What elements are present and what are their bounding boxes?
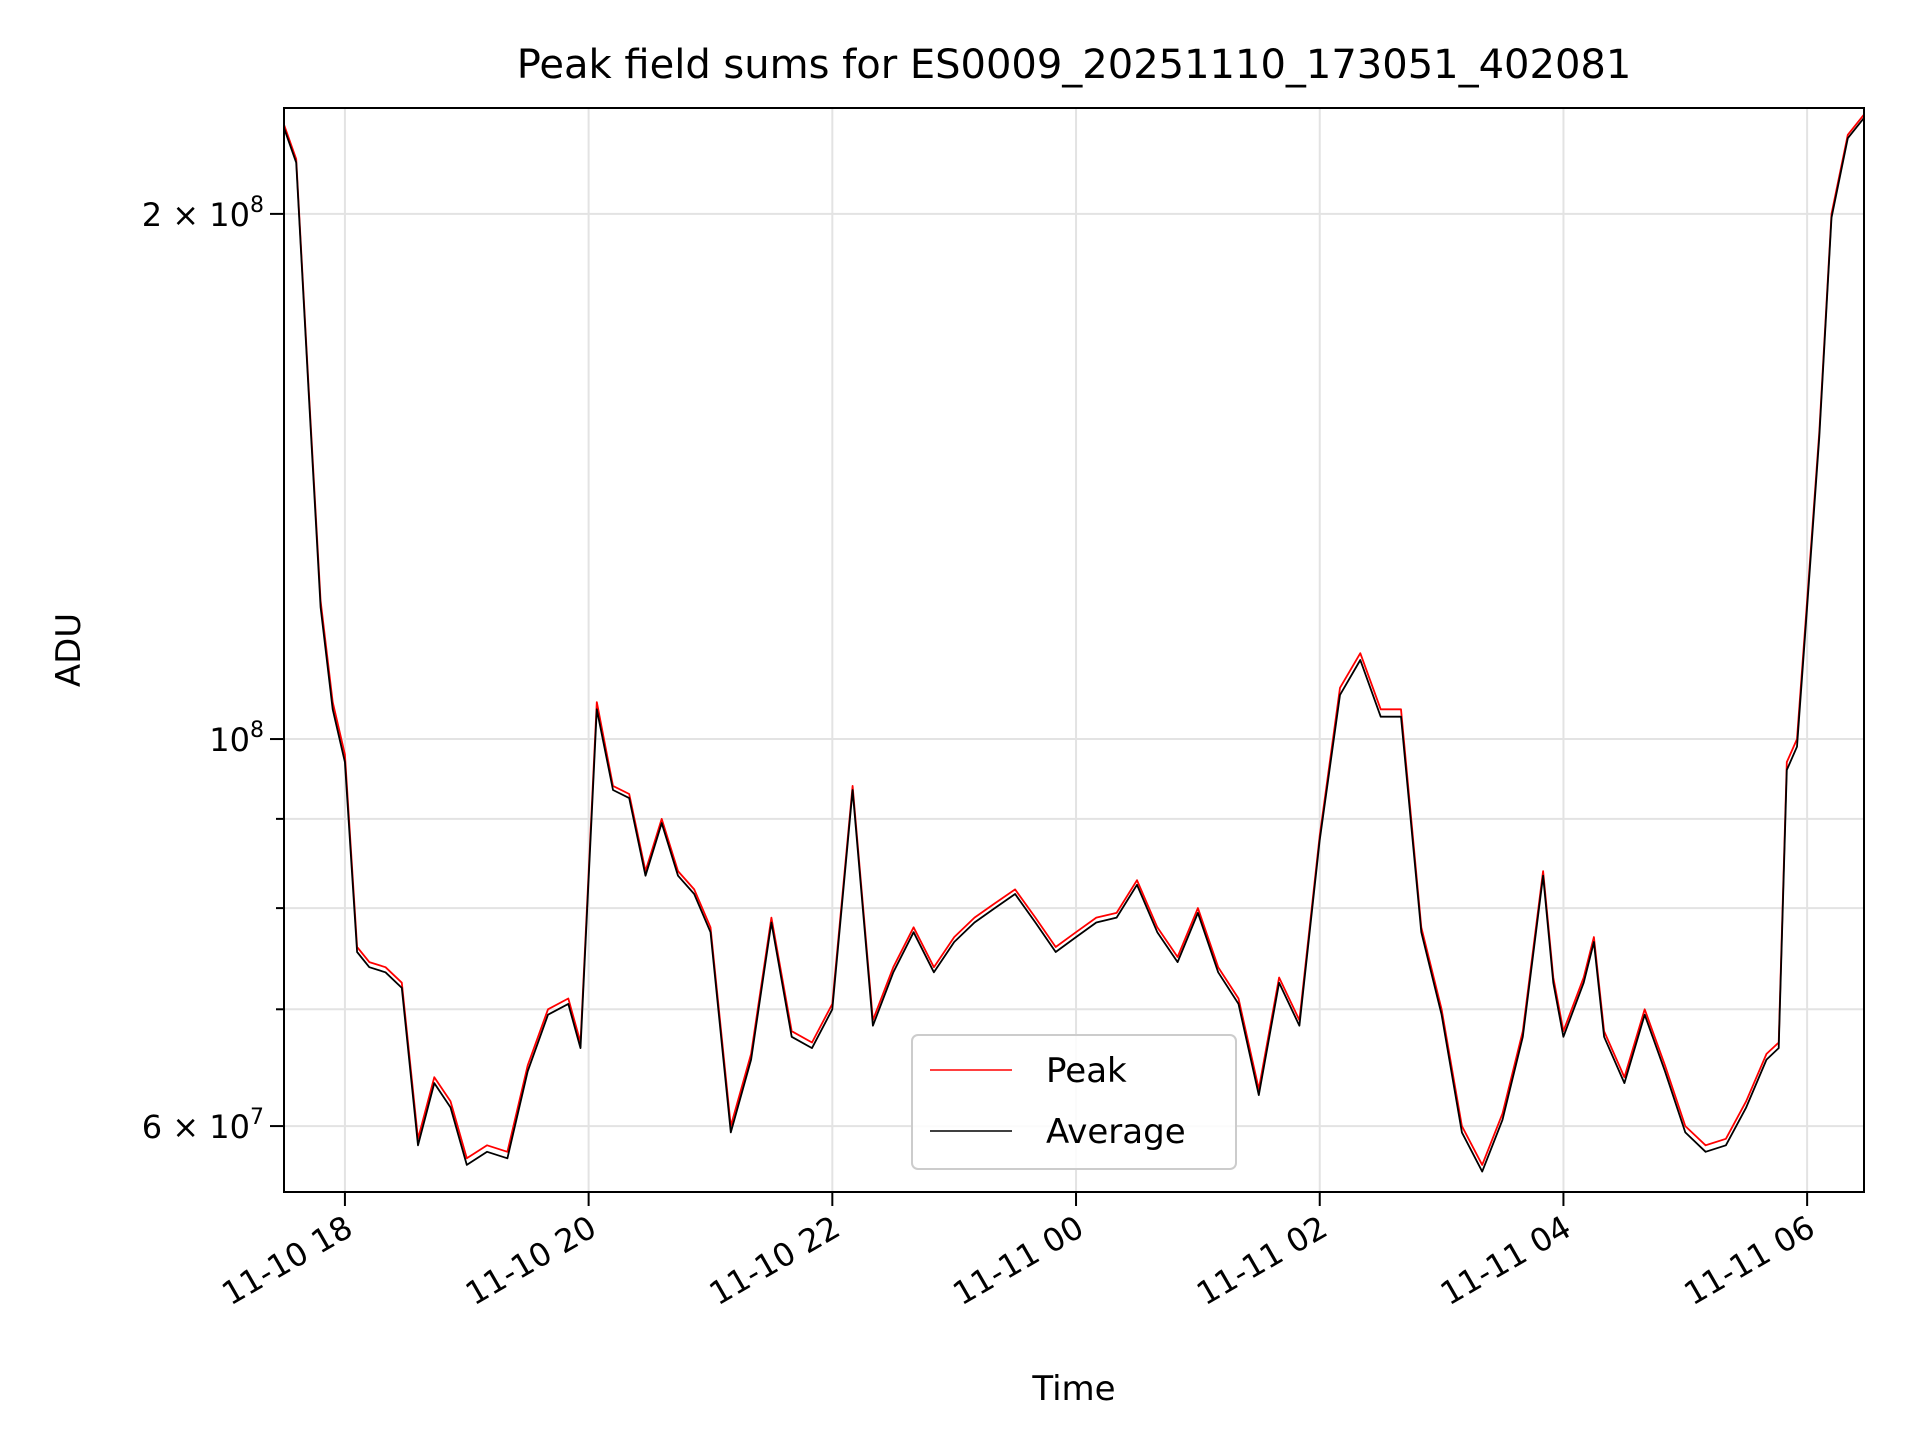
x-tick-label: 11-11 02 [1190, 1208, 1334, 1313]
series-layer [283, 114, 1865, 1173]
legend-box [911, 1034, 1237, 1170]
x-tick-label: 11-11 06 [1678, 1208, 1822, 1313]
legend: Peak Average [911, 1034, 1237, 1170]
x-tick-label: 11-10 22 [703, 1208, 847, 1313]
x-tick-label: 11-10 20 [459, 1208, 603, 1313]
y-tick-label: 6 × 107 [142, 1105, 264, 1146]
series-line-average [283, 117, 1865, 1173]
x-axis-ticks: 11-10 18 11-10 20 11-10 22 11-11 00 11-11 02… [215, 1192, 1821, 1313]
plot-frame [283, 107, 1865, 1193]
x-tick-label: 11-11 00 [946, 1208, 1090, 1313]
y-axis-label: ADU [49, 613, 89, 687]
y-tick-label: 108 [209, 718, 264, 759]
x-tick-label: 11-10 18 [215, 1208, 359, 1313]
y-tick-label: 2 × 108 [142, 193, 264, 234]
y-axis-ticks: 2 × 108 108 6 × 107 [142, 193, 284, 1146]
chart-title: Peak field sums for ES0009_20251110_1730… [517, 42, 1632, 88]
legend-label-peak: Peak [1046, 1051, 1127, 1091]
grid-lines [284, 108, 1864, 1192]
x-axis-label: Time [1031, 1369, 1115, 1409]
x-tick-label: 11-11 04 [1434, 1208, 1578, 1313]
legend-label-average: Average [1046, 1112, 1186, 1152]
series-line-peak [283, 114, 1865, 1166]
